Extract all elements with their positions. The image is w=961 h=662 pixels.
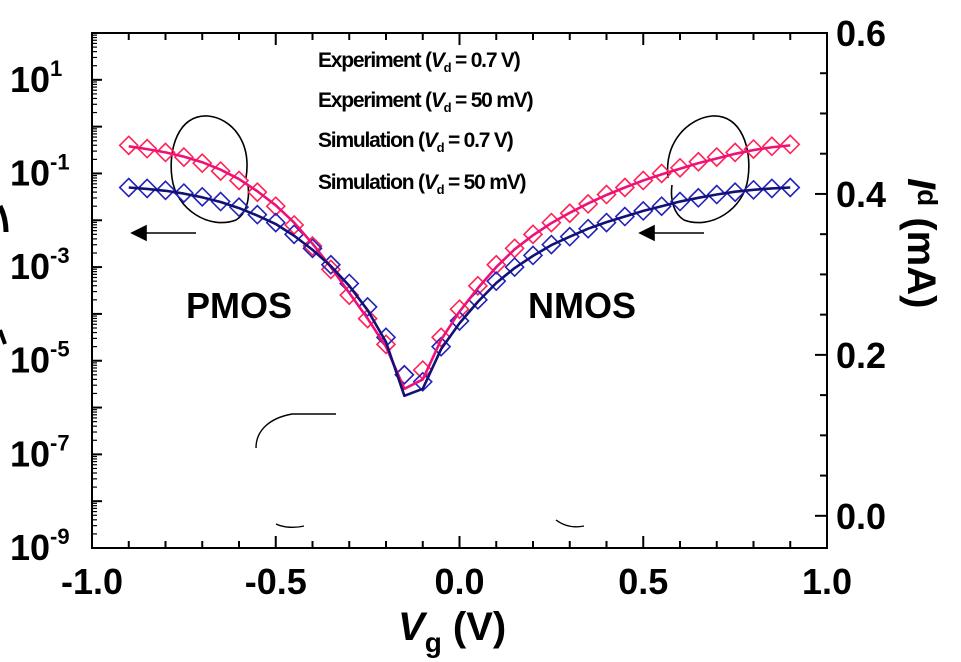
- x-tick-label: -1.0: [61, 561, 123, 602]
- experiment-marker-1: [688, 187, 709, 208]
- experiment-marker-0: [651, 163, 672, 184]
- x-axis-ticks: -1.0 -0.5 0.0 0.5 1.0: [61, 33, 852, 602]
- experiment-marker-1: [173, 182, 195, 204]
- experiment-marker-0: [688, 151, 709, 172]
- experiment-marker-1: [394, 364, 415, 385]
- experiment-marker-0: [449, 299, 470, 320]
- experiment-marker-1: [651, 196, 672, 217]
- nmos-arrow-annotation: [638, 115, 750, 242]
- faded-arc-annotation: [255, 413, 585, 529]
- experiment-marker-0: [669, 157, 691, 178]
- experiment-marker-1: [706, 184, 727, 205]
- legend: Experiment (Vd = 0.7 V) Experiment (Vd =…: [318, 49, 534, 197]
- experiment-marker-1: [247, 204, 268, 225]
- nmos-label: NMOS: [528, 285, 636, 326]
- legend-entry-1: Experiment (Vd = 0.7 V): [318, 49, 520, 75]
- x-tick-label: 1.0: [802, 561, 852, 602]
- experiment-marker-1: [210, 191, 231, 212]
- experiment-marker-0: [155, 142, 176, 163]
- experiment-marker-1: [724, 182, 746, 203]
- experiment-marker-1: [669, 191, 691, 212]
- x-tick-label: 0.0: [434, 561, 484, 602]
- legend-entry-2: Experiment (Vd = 50 mV): [318, 89, 533, 115]
- experiment-marker-0: [265, 196, 286, 217]
- left-y-tick-label: 10-3: [10, 243, 70, 287]
- left-y-axis-title-fragment: [0, 204, 9, 345]
- experiment-marker-1: [192, 186, 213, 207]
- pmos-arrow-annotation: [130, 115, 250, 242]
- pmos-label: PMOS: [186, 285, 292, 326]
- experiment-marker-1: [228, 197, 250, 218]
- experiment-marker-0: [780, 134, 801, 155]
- legend-entry-4: Simulation (Vd = 50 mV): [318, 171, 526, 197]
- experiment-marker-1: [136, 178, 158, 199]
- left-y-tick-label: 101: [10, 56, 62, 100]
- series-layer: [118, 134, 801, 398]
- right-y-axis-title: Id (mA): [899, 178, 943, 308]
- experiment-marker-0: [724, 142, 746, 163]
- right-y-tick-label: 0.2: [836, 335, 886, 376]
- right-y-axis-ticks: 0.0 0.2 0.4 0.6: [815, 13, 886, 537]
- experiment-marker-0: [743, 138, 764, 160]
- experiment-marker-0: [320, 259, 342, 280]
- experiment-marker-0: [247, 182, 268, 203]
- simulation-curve-2: [128, 144, 791, 391]
- experiment-marker-0: [283, 214, 305, 236]
- left-y-tick-label: 10-5: [10, 337, 70, 381]
- experiment-marker-0: [302, 235, 323, 257]
- experiment-marker-0: [357, 308, 378, 329]
- left-y-tick-label: 10-1: [10, 149, 70, 193]
- left-y-tick-label: 10-9: [10, 524, 70, 568]
- left-y-tick-label: 10-7: [10, 430, 70, 474]
- experiment-marker-0: [136, 138, 158, 159]
- experiment-marker-1: [633, 200, 654, 222]
- right-y-tick-label: 0.0: [836, 496, 886, 537]
- experiment-marker-1: [118, 177, 139, 198]
- experiment-marker-1: [265, 212, 286, 233]
- legend-entry-3: Simulation (Vd = 0.7 V): [318, 129, 513, 155]
- experiment-marker-0: [228, 170, 250, 191]
- experiment-marker-1: [743, 179, 764, 200]
- right-y-tick-label: 0.6: [836, 13, 886, 54]
- x-tick-label: -0.5: [245, 561, 307, 602]
- right-y-tick-label: 0.4: [836, 174, 886, 215]
- x-axis-title: Vg (V): [398, 605, 506, 658]
- experiment-marker-1: [430, 336, 452, 357]
- experiment-marker-1: [155, 180, 176, 201]
- experiment-marker-0: [118, 135, 139, 156]
- simulation-curve-3: [128, 186, 791, 398]
- experiment-marker-0: [430, 327, 452, 348]
- experiment-marker-1: [761, 178, 783, 199]
- left-y-axis-ticks: 101 10-1 10-3 10-5 10-7 10-9: [10, 32, 102, 568]
- experiment-marker-0: [706, 146, 727, 168]
- experiment-marker-1: [780, 177, 801, 198]
- x-tick-label: 0.5: [618, 561, 668, 602]
- experiment-marker-0: [761, 136, 783, 157]
